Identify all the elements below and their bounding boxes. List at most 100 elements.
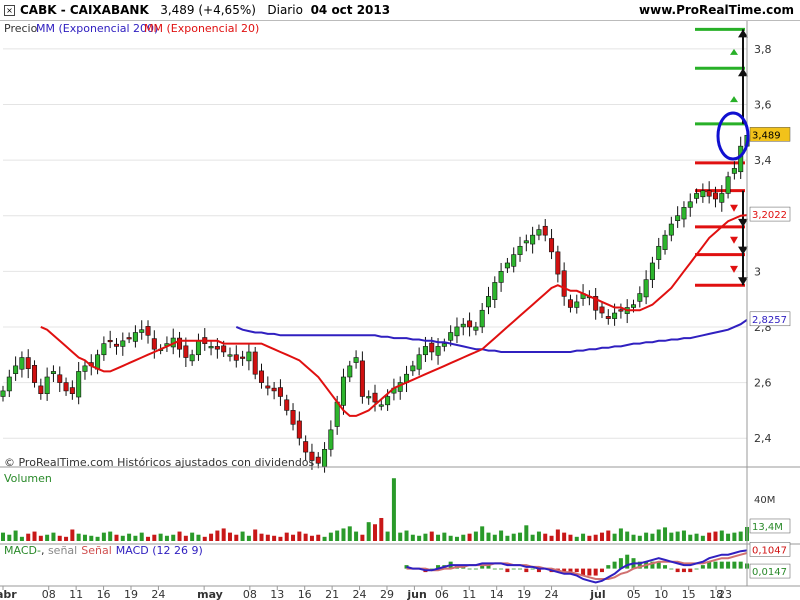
volume-bar: [265, 534, 270, 541]
candle-body: [567, 299, 573, 308]
macd-label: MACD-: [4, 544, 41, 557]
candle-body: [523, 240, 529, 244]
candle-body: [252, 351, 258, 375]
volume-bar: [51, 532, 56, 541]
candle-body: [549, 238, 555, 253]
macd-histogram-bar: [599, 568, 604, 573]
macd-histogram-bar: [688, 568, 693, 573]
candle-body: [69, 387, 75, 394]
volume-bar: [303, 533, 308, 541]
volume-bar: [171, 534, 176, 541]
macd-histogram-bar: [505, 568, 510, 573]
candle-body: [19, 357, 25, 370]
period-label: Diario: [267, 3, 303, 17]
x-tick-label: 08: [42, 588, 56, 600]
legend-mm20: MM (Exponencial 20): [144, 22, 259, 35]
candle-body: [271, 387, 277, 392]
watermark: © ProRealTime.com Históricos ajustados c…: [4, 456, 315, 469]
macd-histogram-bar: [732, 561, 737, 569]
candle-body: [473, 326, 479, 331]
volume-bar: [663, 527, 668, 541]
candle-body: [322, 449, 328, 467]
volume-bar: [574, 536, 579, 541]
candle-body: [410, 365, 416, 372]
candle-body: [240, 356, 246, 359]
macd-histogram-bar: [618, 558, 623, 569]
macd-histogram-bar: [473, 568, 478, 570]
volume-bars: [1, 478, 749, 541]
volume-bar: [328, 532, 333, 541]
volume-bar: [209, 533, 214, 541]
volume-bar: [221, 528, 226, 541]
volume-bar: [524, 525, 529, 541]
volume-bar: [625, 531, 630, 541]
volume-bar: [291, 534, 296, 541]
candle-body: [25, 357, 31, 369]
mm20-badge: 3,2022: [752, 210, 787, 221]
volume-bar: [454, 536, 459, 541]
candle-body: [259, 370, 265, 383]
volume-bar: [13, 530, 18, 541]
macd-signal2-label: Señal: [81, 544, 112, 557]
symbol-title: CABK - CAIXABANK: [20, 3, 149, 17]
chart-area[interactable]: 2,42,62,833,23,43,63,83,4893,20222,82574…: [0, 21, 800, 600]
volume-bar: [335, 530, 340, 541]
macd-badge-bottom: 0,0147: [752, 567, 787, 578]
candle-body: [183, 345, 189, 358]
volume-bar: [681, 530, 686, 541]
candle-body: [76, 371, 82, 398]
volume-badge: 13,4M: [752, 522, 783, 533]
x-tick-label: 11: [462, 588, 476, 600]
candle-body: [221, 345, 227, 353]
site-url[interactable]: www.ProRealTime.com: [639, 3, 794, 17]
macd-histogram-bar: [480, 565, 485, 569]
macd-histogram-bar: [700, 565, 705, 569]
macd-badge-bottom-box: [749, 563, 791, 579]
macd-histogram-bar: [726, 561, 731, 569]
candle-body: [637, 293, 643, 302]
volume-bar: [606, 530, 611, 541]
volume-bar: [183, 535, 188, 541]
arrow-down-icon: [738, 277, 748, 286]
volume-bar: [492, 534, 497, 541]
volume-bar: [612, 533, 617, 541]
volume-bar: [114, 534, 119, 541]
candle-body: [555, 251, 561, 275]
close-icon[interactable]: ×: [4, 5, 15, 16]
x-tick-label: 16: [97, 588, 111, 600]
volume-bar: [637, 535, 642, 541]
candle-body: [303, 441, 309, 453]
volume-bar: [694, 533, 699, 541]
macd-histogram-bar: [719, 561, 724, 569]
volume-bar: [196, 534, 201, 541]
volume-bar: [101, 532, 106, 541]
volume-bar: [322, 536, 327, 541]
candle-body: [694, 193, 700, 199]
candle-body: [687, 201, 693, 208]
volume-bar: [473, 531, 478, 541]
volume-label: Volumen: [4, 472, 52, 485]
candle-body: [107, 339, 113, 343]
volume-bar: [581, 533, 586, 541]
x-tick-label: jun: [406, 588, 426, 600]
macd-histogram-bar: [606, 565, 611, 569]
macd-badge-top-box: [749, 542, 791, 557]
x-tick-label: 18: [709, 588, 723, 600]
macd-histogram-bar: [574, 568, 579, 573]
mm200-line: [235, 318, 748, 353]
volume-bar: [719, 530, 724, 541]
arrow-down-icon: [738, 218, 748, 227]
volume-bar: [631, 534, 636, 541]
volume-bar: [448, 535, 453, 541]
macd-histogram-bar: [625, 554, 630, 569]
candle-body: [504, 262, 510, 269]
macd-histogram-bar: [707, 561, 712, 569]
macd-histogram-bar: [593, 568, 598, 576]
volume-bar: [555, 529, 560, 541]
x-tick-label: 21: [325, 588, 339, 600]
macd-histogram-bar: [562, 568, 567, 573]
volume-bar: [133, 535, 138, 541]
macd-histogram-bar: [511, 568, 516, 570]
macd-histogram-bar: [486, 565, 491, 569]
volume-bar: [1, 532, 5, 541]
